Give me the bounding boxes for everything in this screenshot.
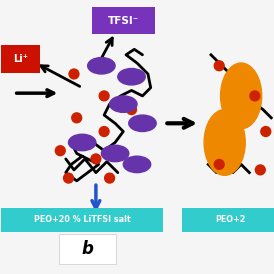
Ellipse shape <box>123 156 151 173</box>
Text: Li⁺: Li⁺ <box>13 54 28 64</box>
Circle shape <box>214 159 224 169</box>
FancyBboxPatch shape <box>182 208 274 232</box>
Ellipse shape <box>221 63 262 129</box>
Circle shape <box>261 127 271 136</box>
Text: TFSI⁻: TFSI⁻ <box>108 16 139 25</box>
Text: PEO+20 % LiTFSI salt: PEO+20 % LiTFSI salt <box>34 215 130 224</box>
Circle shape <box>250 91 260 101</box>
Circle shape <box>99 127 109 136</box>
Circle shape <box>72 113 82 123</box>
Text: PEO+2: PEO+2 <box>215 215 245 224</box>
Circle shape <box>255 165 265 175</box>
Circle shape <box>214 61 224 71</box>
FancyBboxPatch shape <box>1 45 40 73</box>
Ellipse shape <box>68 134 96 151</box>
FancyBboxPatch shape <box>92 7 155 34</box>
FancyBboxPatch shape <box>59 234 116 264</box>
Ellipse shape <box>118 68 145 85</box>
Circle shape <box>99 91 109 101</box>
Ellipse shape <box>204 110 245 175</box>
Circle shape <box>55 146 65 156</box>
Circle shape <box>127 105 136 115</box>
Circle shape <box>69 69 79 79</box>
Ellipse shape <box>101 145 129 162</box>
FancyBboxPatch shape <box>1 208 163 232</box>
Circle shape <box>105 173 115 183</box>
Circle shape <box>64 173 73 183</box>
Text: b: b <box>82 240 94 258</box>
Ellipse shape <box>129 115 156 132</box>
Circle shape <box>91 154 101 164</box>
Ellipse shape <box>88 58 115 74</box>
Ellipse shape <box>110 96 137 112</box>
